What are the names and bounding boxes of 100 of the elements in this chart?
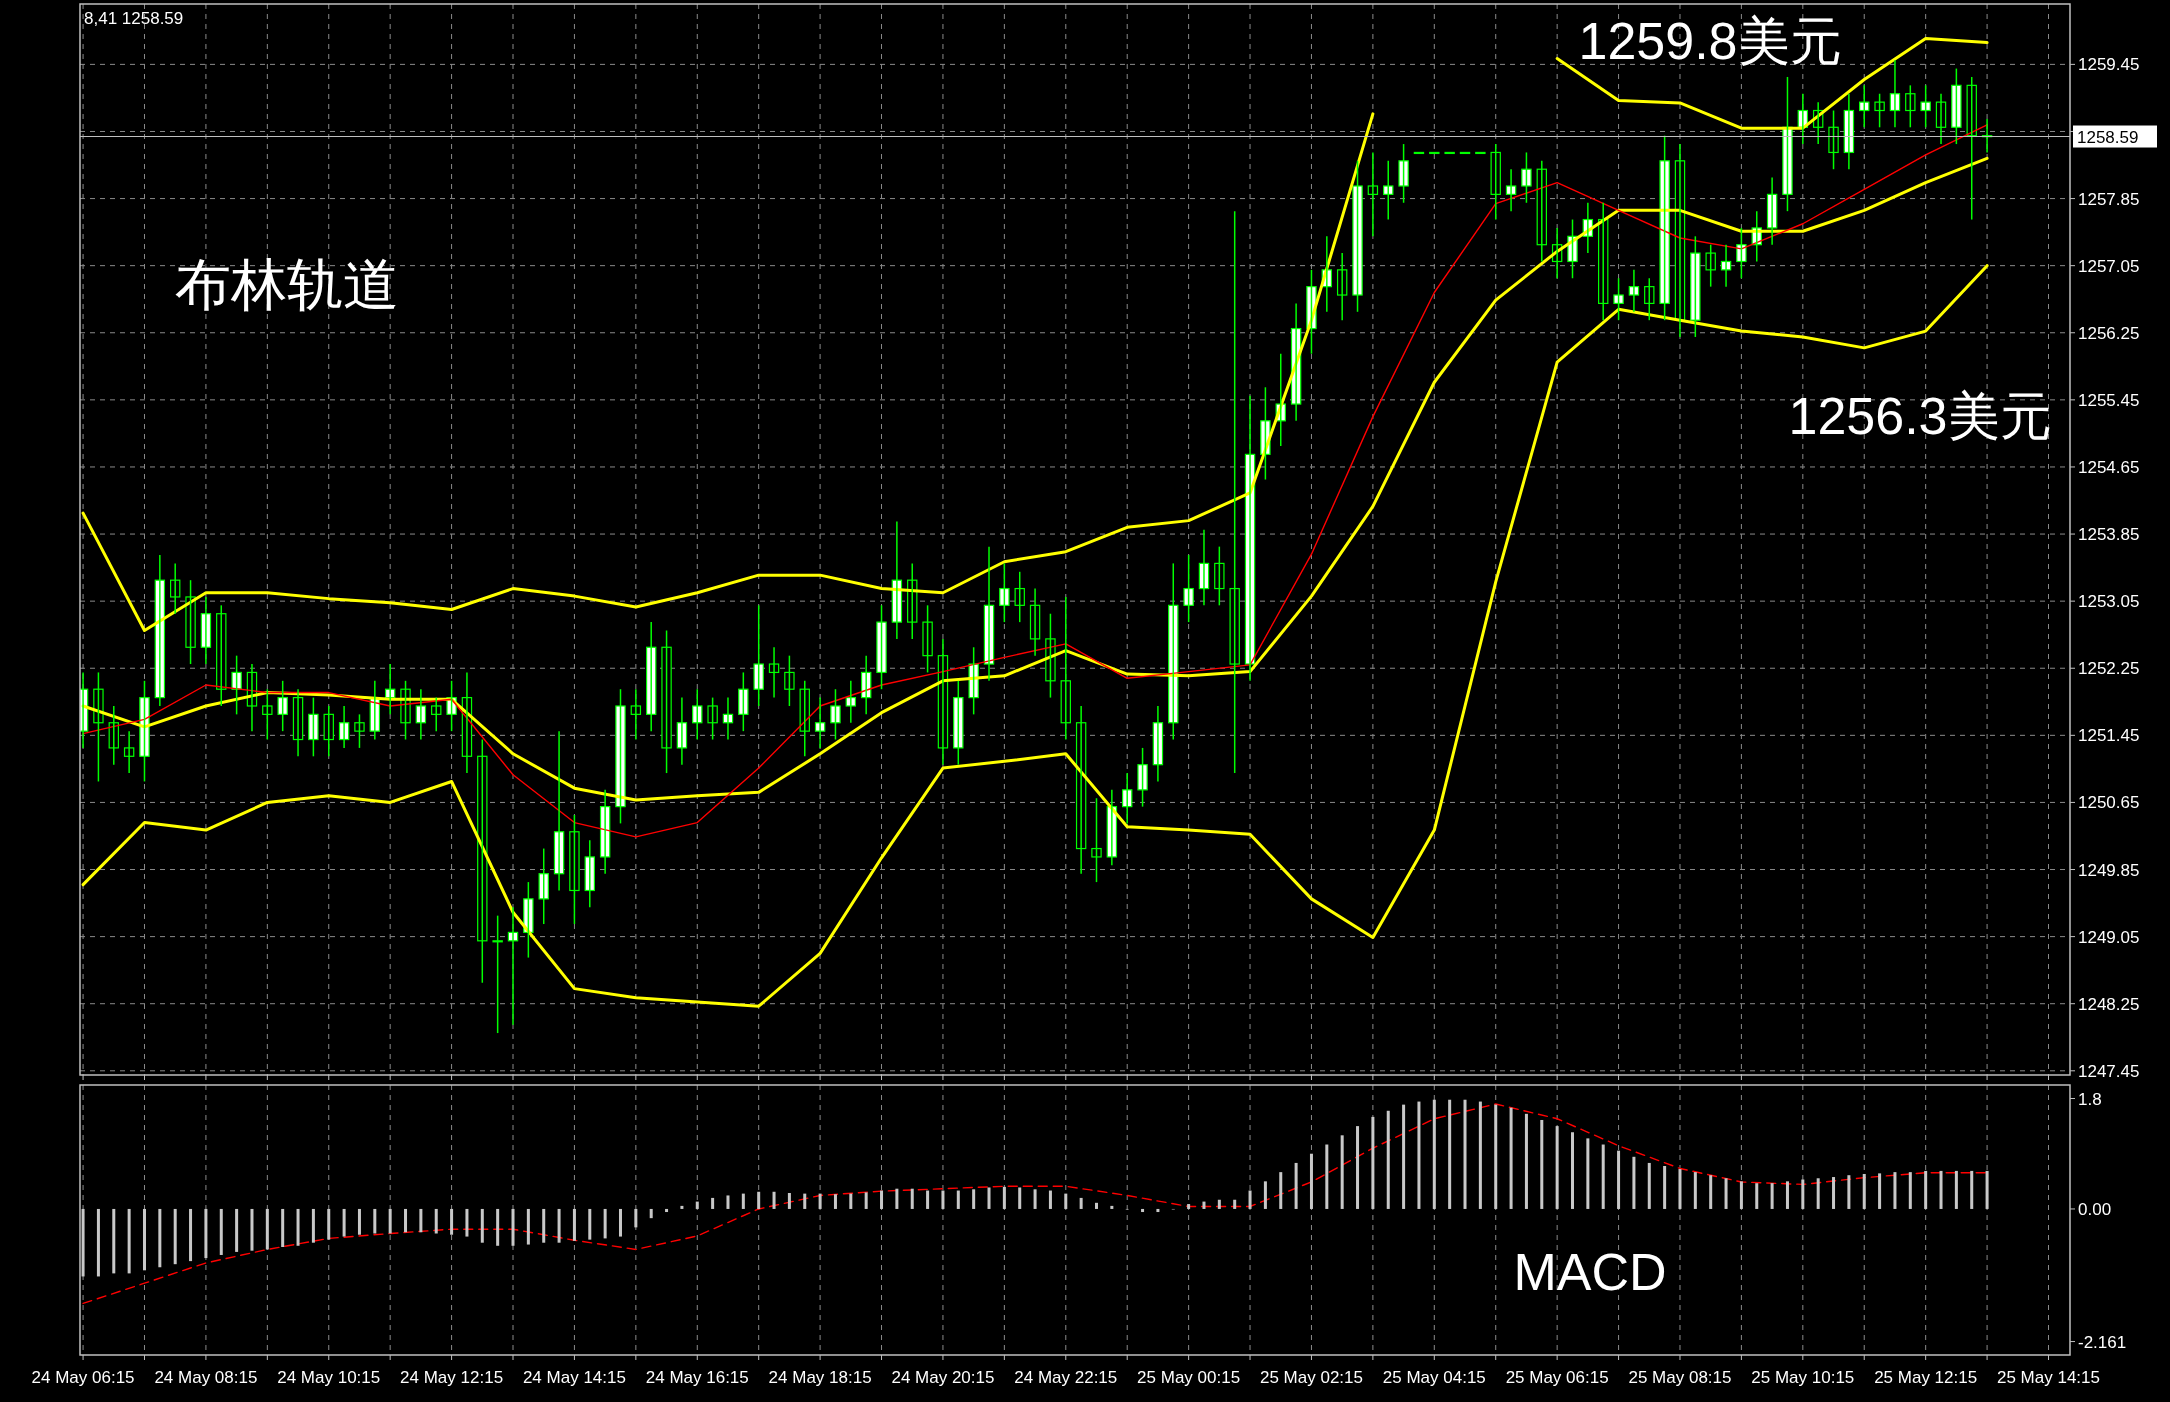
candlestick xyxy=(1828,109,1839,170)
bar xyxy=(1601,1144,1605,1209)
bar xyxy=(526,1208,530,1245)
candlestick xyxy=(615,688,626,825)
bar xyxy=(910,1188,914,1209)
bar xyxy=(173,1208,177,1265)
bar xyxy=(480,1208,484,1243)
candlestick xyxy=(1690,235,1701,338)
x-tick-label: 24 May 12:15 xyxy=(400,1368,504,1387)
bar xyxy=(880,1190,884,1209)
ref-line-label: 1258.59 xyxy=(2077,127,2139,147)
bar xyxy=(987,1187,991,1209)
bar xyxy=(1095,1202,1098,1209)
candlestick xyxy=(692,688,703,741)
bar xyxy=(1617,1150,1621,1209)
bar xyxy=(1586,1138,1590,1209)
bar xyxy=(357,1208,361,1235)
bar xyxy=(1524,1113,1528,1209)
candlestick xyxy=(569,814,580,925)
y-tick-label: 1254.65 xyxy=(2078,457,2140,477)
x-tick-label: 24 May 10:15 xyxy=(277,1368,381,1387)
candlestick xyxy=(1091,797,1102,883)
bar xyxy=(726,1195,730,1209)
bar xyxy=(1048,1190,1052,1209)
bar xyxy=(281,1208,285,1247)
bar xyxy=(1678,1169,1682,1209)
y-tick-label: 1251.45 xyxy=(2078,726,2140,746)
bar xyxy=(1371,1116,1375,1209)
y-tick-label: 1253.05 xyxy=(2078,592,2140,612)
annotation: 1256.3美元 xyxy=(1788,387,2052,445)
candlestick xyxy=(661,629,672,774)
bar xyxy=(112,1208,116,1274)
x-tick-label: 24 May 06:15 xyxy=(31,1368,135,1387)
bar xyxy=(434,1208,438,1234)
bar xyxy=(542,1208,546,1243)
candlestick xyxy=(1168,562,1179,741)
bar xyxy=(603,1208,607,1239)
y-tick-label: -2.161 xyxy=(2078,1332,2127,1352)
bar xyxy=(404,1208,408,1233)
annotation: 布林轨道 xyxy=(175,253,399,316)
candlestick xyxy=(1229,210,1240,774)
y-tick-label: 1253.85 xyxy=(2078,525,2140,545)
bar xyxy=(1448,1099,1452,1209)
bar xyxy=(1509,1107,1513,1209)
bar xyxy=(1033,1189,1037,1209)
bar xyxy=(265,1208,269,1250)
bar xyxy=(665,1208,669,1213)
bar xyxy=(972,1189,976,1209)
candlestick xyxy=(1521,151,1532,204)
bar xyxy=(833,1194,837,1209)
candlestick xyxy=(1705,243,1716,288)
annotation: MACD xyxy=(1513,1243,1667,1301)
bar xyxy=(450,1208,454,1235)
candlestick xyxy=(1951,67,1962,145)
bar xyxy=(926,1190,930,1209)
bar xyxy=(189,1208,193,1262)
candlestick xyxy=(354,713,365,749)
line-series xyxy=(82,1103,1988,1305)
bar xyxy=(1141,1208,1145,1213)
bar xyxy=(1432,1099,1436,1209)
bar xyxy=(1217,1199,1221,1209)
bar xyxy=(588,1208,592,1240)
y-tick-label: 1250.65 xyxy=(2078,793,2140,813)
annotation: 1259.8美元 xyxy=(1578,12,1842,70)
y-tick-label: 1259.45 xyxy=(2078,55,2140,75)
bar xyxy=(1724,1178,1728,1209)
bar xyxy=(1755,1183,1759,1209)
y-tick-label: 1257.85 xyxy=(2078,189,2140,209)
bar xyxy=(1064,1193,1068,1209)
bar xyxy=(772,1191,776,1209)
candlestick xyxy=(492,914,503,1034)
bar xyxy=(1356,1126,1360,1209)
bar xyxy=(1294,1162,1298,1209)
bar xyxy=(1540,1119,1544,1209)
bar xyxy=(1663,1166,1667,1209)
bar xyxy=(1832,1177,1836,1209)
y-tick-label: 0.00 xyxy=(2078,1199,2112,1219)
bar xyxy=(1402,1104,1406,1209)
bar xyxy=(941,1190,945,1209)
bar xyxy=(1893,1172,1897,1209)
bar xyxy=(849,1193,853,1209)
bar xyxy=(1079,1197,1083,1209)
bar xyxy=(250,1208,254,1251)
bar xyxy=(1939,1170,1943,1209)
candlestick xyxy=(830,688,841,741)
candlestick xyxy=(707,696,718,741)
x-tick-label: 25 May 06:15 xyxy=(1505,1368,1609,1387)
candlestick xyxy=(1644,277,1655,321)
bar xyxy=(572,1208,576,1241)
candlestick xyxy=(999,562,1010,623)
candlestick xyxy=(1490,143,1501,221)
candlestick xyxy=(784,654,795,707)
candlestick xyxy=(185,579,196,665)
bar xyxy=(1325,1144,1329,1209)
y-tick-label: 1256.25 xyxy=(2078,323,2140,343)
bar xyxy=(1340,1135,1344,1209)
bar xyxy=(1709,1175,1713,1209)
bar xyxy=(1263,1181,1267,1209)
x-tick-label: 24 May 16:15 xyxy=(645,1368,749,1387)
candlestick xyxy=(1859,84,1870,129)
